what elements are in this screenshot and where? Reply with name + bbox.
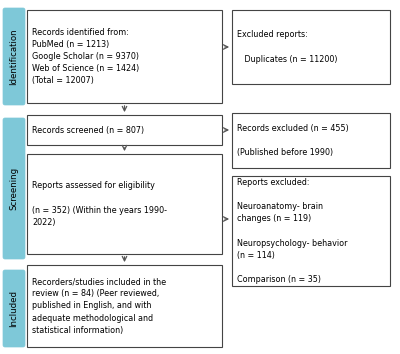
Text: Reports assessed for eligibility

(n = 352) (Within the years 1990-
2022): Reports assessed for eligibility (n = 35… [32,181,167,227]
Bar [27,115,222,145]
Text: Screening: Screening [10,167,18,210]
Bar [27,154,222,254]
Text: Reports excluded:

Neuroanatomy- brain
changes (n = 119)

Neuropsychology- behav: Reports excluded: Neuroanatomy- brain ch… [237,178,348,284]
Bar [27,10,222,103]
Text: Records screened (n = 807): Records screened (n = 807) [32,126,144,135]
FancyBboxPatch shape [3,270,25,347]
Bar [232,176,390,286]
Text: Included: Included [10,290,18,327]
Text: Identification: Identification [10,28,18,85]
FancyBboxPatch shape [3,8,25,105]
Text: Records excluded (n = 455)

(Published before 1990): Records excluded (n = 455) (Published be… [237,124,349,157]
Bar [27,265,222,347]
Bar [232,10,390,84]
Bar [232,113,390,168]
Text: Recorders/studies included in the
review (n = 84) (Peer reviewed,
published in E: Recorders/studies included in the review… [32,277,166,335]
Text: Records identified from:
PubMed (n = 1213)
Google Scholar (n = 9370)
Web of Scie: Records identified from: PubMed (n = 121… [32,28,139,85]
Text: Excluded reports:

   Duplicates (n = 11200): Excluded reports: Duplicates (n = 11200) [237,30,338,64]
FancyBboxPatch shape [3,118,25,259]
